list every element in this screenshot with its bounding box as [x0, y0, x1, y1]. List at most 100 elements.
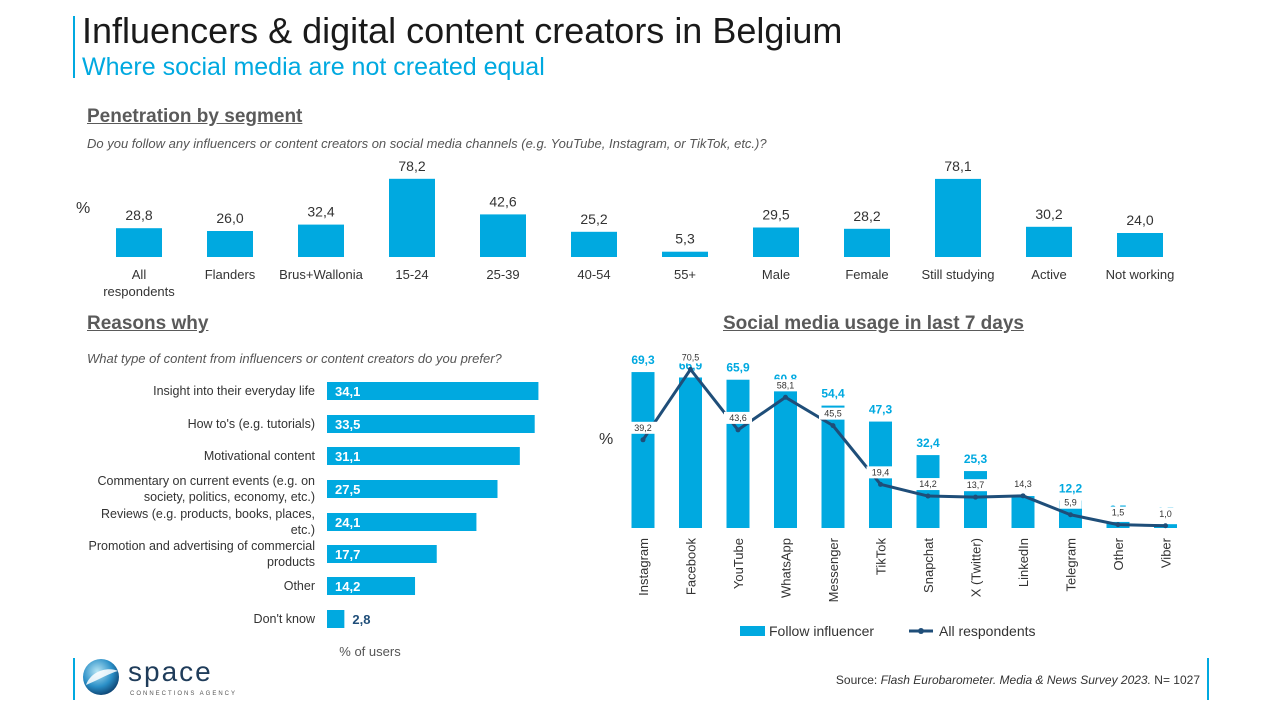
social-line-point — [640, 437, 646, 443]
social-bar — [679, 377, 702, 528]
social-line-value-label: 1,0 — [1159, 509, 1172, 519]
social-category-label: WhatsApp — [779, 538, 794, 598]
reasons-category-label: Promotion and advertising of commercial — [89, 539, 316, 553]
social-bar-value-label: 65,9 — [726, 361, 750, 375]
social-line-label-bg — [629, 421, 657, 434]
social-line-point — [1115, 522, 1121, 528]
penetration-category-label: Flanders — [205, 267, 256, 282]
reasons-value-label: 34,1 — [335, 384, 360, 399]
social-category-label: Viber — [1159, 537, 1174, 568]
reasons-question: What type of content from influencers or… — [87, 351, 502, 366]
social-line-label-bg — [866, 466, 895, 479]
social-line-value-label: 14,3 — [1014, 479, 1032, 489]
reasons-value-label: 27,5 — [335, 482, 360, 497]
reasons-value-label: 2,8 — [352, 612, 370, 627]
social-category-label: Snapchat — [921, 538, 936, 593]
source-title: Flash Eurobarometer. Media & News Survey… — [880, 673, 1151, 687]
penetration-bar — [844, 228, 890, 257]
legend-swatch-follow-influencer — [740, 626, 765, 636]
social-bar-value-label: 47,3 — [869, 403, 893, 417]
social-line-value-label: 58,1 — [777, 380, 795, 390]
penetration-category-label: Female — [845, 267, 888, 282]
penetration-value-label: 30,2 — [1035, 206, 1062, 222]
logo-swirl-icon — [86, 669, 118, 685]
penetration-bar — [662, 251, 708, 257]
penetration-category-label: Active — [1031, 267, 1066, 282]
social-line-value-label: 45,5 — [824, 409, 842, 419]
social-bar-value-label: 32,4 — [916, 436, 940, 450]
reasons-heading: Reasons why — [87, 313, 209, 334]
social-line-point — [1020, 493, 1026, 499]
footer-accent-bar-right — [1207, 658, 1209, 700]
social-line-label-bg — [1009, 477, 1037, 490]
social-line-point — [1068, 512, 1073, 518]
penetration-value-label: 25,2 — [580, 211, 607, 227]
reasons-bar — [327, 415, 535, 433]
reasons-value-label: 24,1 — [335, 515, 360, 530]
social-category-label: Telegram — [1064, 538, 1079, 591]
social-bar — [821, 405, 845, 528]
penetration-bar — [1026, 226, 1072, 257]
reasons-value-label: 31,1 — [335, 449, 360, 464]
social-unit-symbol: % — [599, 431, 614, 448]
penetration-bar — [480, 214, 526, 257]
social-media-chart: 69,3Instagram66,9Facebook65,9YouTube60,8… — [629, 351, 1177, 639]
penetration-bar — [389, 178, 435, 257]
social-bar-value-label: 69,3 — [631, 353, 655, 367]
penetration-category-label: Not working — [1106, 267, 1175, 282]
social-line-all-respondents — [641, 367, 1166, 528]
social-line-label-bg — [819, 407, 847, 420]
reasons-category-label: Motivational content — [204, 449, 316, 463]
social-category-label: Facebook — [684, 538, 699, 596]
social-line-point — [925, 493, 931, 499]
social-line-label-bg — [914, 478, 942, 491]
penetration-bar — [935, 178, 981, 257]
social-line-value-label: 13,7 — [967, 480, 985, 490]
penetration-category-label: 15-24 — [395, 267, 428, 282]
penetration-category-label: 55+ — [674, 267, 696, 282]
source-label: Source: — [835, 673, 881, 687]
social-line-value-label: 5,9 — [1064, 498, 1077, 508]
penetration-value-label: 28,8 — [125, 207, 152, 223]
social-line-point — [1163, 523, 1168, 529]
social-bar — [774, 391, 797, 528]
reasons-bar — [327, 545, 437, 563]
reasons-bar — [327, 447, 520, 465]
social-bar — [916, 455, 940, 528]
social-line-point — [688, 366, 693, 372]
social-line-value-label: 39,2 — [634, 423, 652, 433]
penetration-value-label: 78,2 — [398, 158, 425, 174]
title-accent-bar — [73, 16, 75, 78]
penetration-category-label: respondents — [103, 284, 175, 299]
social-line-point — [830, 423, 836, 429]
penetration-heading: Penetration by segment — [87, 106, 303, 127]
penetration-value-label: 28,2 — [853, 208, 880, 224]
penetration-value-label: 29,5 — [762, 207, 789, 223]
social-line-value-label: 70,5 — [682, 352, 700, 362]
penetration-category-label: All — [132, 267, 147, 282]
reasons-chart: 34,1 Insight into their everyday life 33,5… — [89, 382, 539, 659]
reasons-value-label: 33,5 — [335, 417, 360, 432]
social-line-label-bg — [1059, 496, 1082, 509]
page-title: Influencers & digital content creators i… — [82, 10, 843, 51]
reasons-bar — [327, 513, 477, 531]
reasons-value-label: 14,2 — [335, 579, 360, 594]
page-subtitle: Where social media are not created equal — [82, 53, 545, 81]
logo-tagline: CONNECTIONS AGENCY — [130, 691, 237, 697]
penetration-bar — [753, 227, 799, 257]
reasons-category-label: How to's (e.g. tutorials) — [188, 417, 315, 431]
social-line-value-label: 43,6 — [729, 413, 747, 423]
reasons-bar — [327, 577, 416, 595]
reasons-category-label: Don't know — [254, 612, 316, 626]
social-category-label: Instagram — [636, 538, 651, 596]
reasons-category-label: Reviews (e.g. products, books, places, — [101, 507, 315, 521]
legend-marker-all-respondents — [918, 628, 924, 634]
social-heading: Social media usage in last 7 days — [723, 313, 1024, 334]
social-line-label-bg — [961, 479, 990, 492]
penetration-chart: 28,8 All respondents 26,0 Flanders 32,4 Brus+W… — [103, 158, 1175, 299]
penetration-category-label: Still studying — [922, 267, 995, 282]
penetration-category-label: 40-54 — [577, 267, 610, 282]
social-category-label: Messenger — [826, 537, 841, 602]
penetration-value-label: 42,6 — [489, 193, 516, 209]
space-logo: space CONNECTIONS AGENCY — [83, 656, 237, 697]
